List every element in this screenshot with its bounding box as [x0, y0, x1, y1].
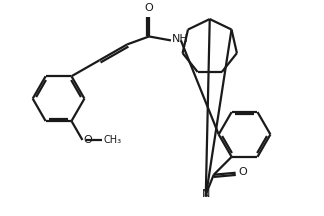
- Text: O: O: [145, 3, 154, 13]
- Text: NH: NH: [172, 34, 189, 44]
- Text: O: O: [83, 135, 92, 145]
- Text: O: O: [238, 167, 247, 177]
- Text: N: N: [202, 189, 210, 199]
- Text: CH₃: CH₃: [103, 135, 122, 145]
